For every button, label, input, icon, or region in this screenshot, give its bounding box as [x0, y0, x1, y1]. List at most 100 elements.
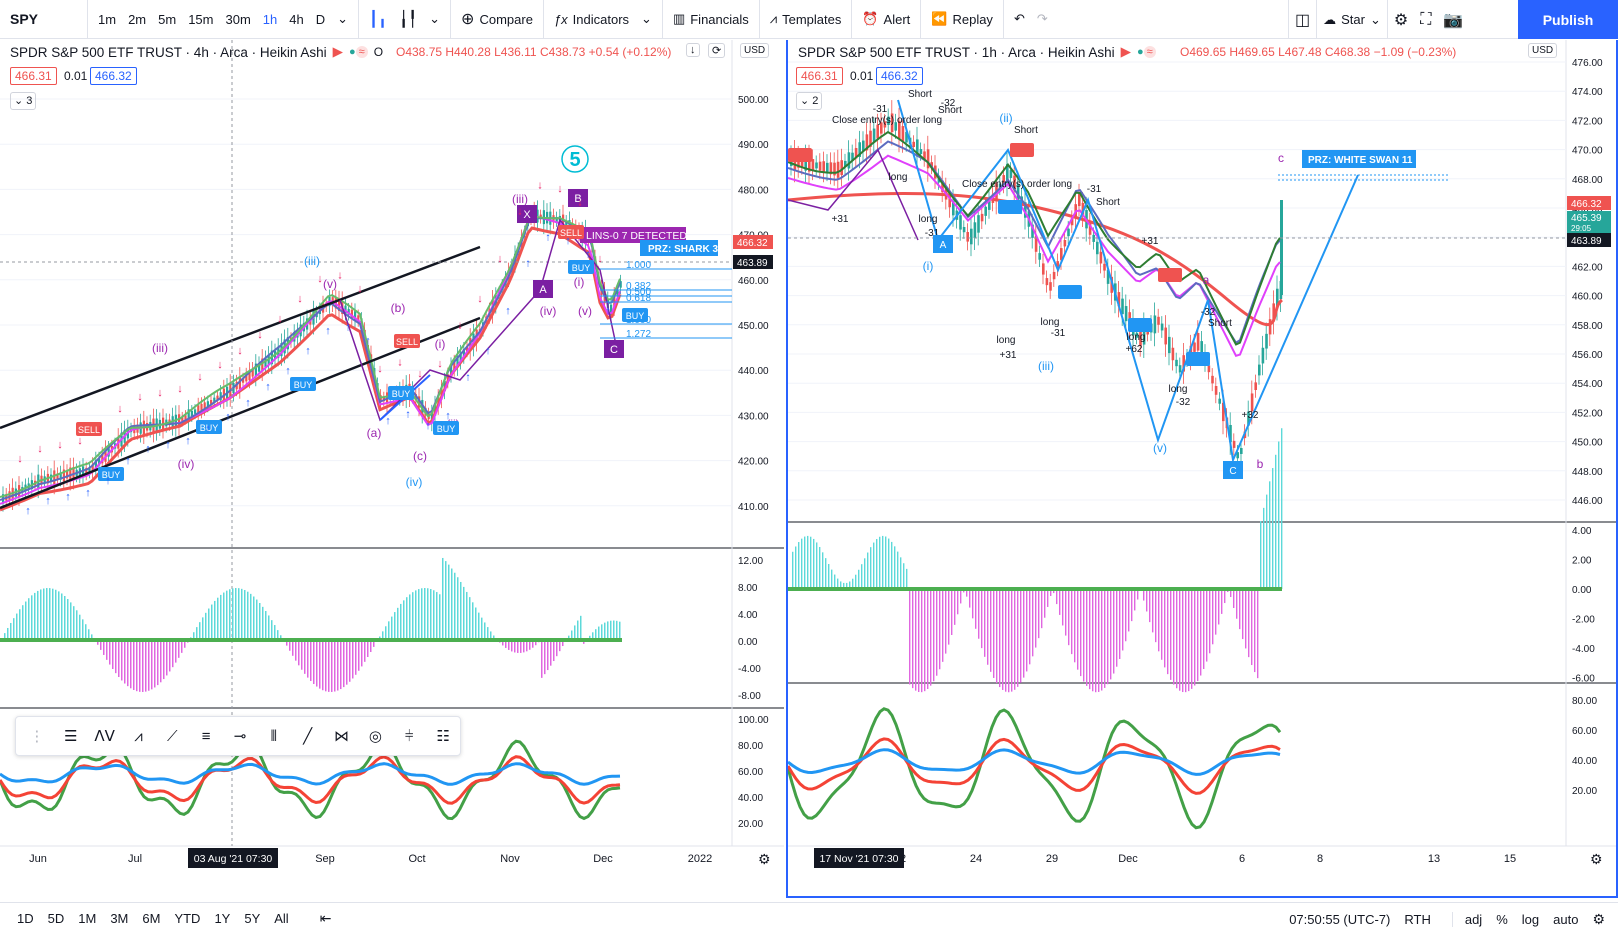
- buy-arrow-icon: ↑: [465, 372, 471, 384]
- right-chart-canvas[interactable]: 476.00474.00472.00470.00468.00466.00464.…: [788, 40, 1616, 898]
- macd-bar: [148, 640, 150, 691]
- fullscreen-icon[interactable]: ⛶: [1414, 6, 1437, 34]
- range-ytd[interactable]: YTD: [167, 911, 207, 926]
- candles-icon[interactable]: ╽╿: [393, 5, 423, 33]
- line-tool-icon[interactable]: ╱: [291, 720, 325, 752]
- range-5d[interactable]: 5D: [41, 911, 72, 926]
- candle-body: [902, 126, 905, 141]
- left-scroll-down-icon[interactable]: ↓: [686, 43, 700, 57]
- replay-button[interactable]: ⏪Replay: [925, 5, 999, 33]
- macd-bar: [412, 592, 414, 640]
- interval-5m[interactable]: 5m: [152, 5, 182, 33]
- right-ask-box[interactable]: 466.32: [876, 67, 923, 85]
- chart-type-dropdown-icon[interactable]: ⌄: [423, 5, 446, 33]
- left-sync-icon[interactable]: ⟳: [708, 43, 725, 58]
- price-tag-1: 466.32: [737, 238, 768, 249]
- range-3m[interactable]: 3M: [103, 911, 135, 926]
- interval-dropdown-icon[interactable]: ⌄: [331, 5, 354, 33]
- time-axis-label: 15: [1504, 853, 1516, 865]
- right-bid-box[interactable]: 466.31: [796, 67, 843, 85]
- trend-line-icon[interactable]: ⟋: [155, 720, 189, 752]
- horizontal-ray-icon[interactable]: ⊸: [223, 720, 257, 752]
- auto-toggle[interactable]: auto: [1546, 912, 1585, 927]
- top-toolbar: SPY 1m 2m 5m 15m 30m 1h 4h D ⌄ ┃╻ ╽╿ ⌄ ⊕…: [0, 0, 1618, 39]
- bottom-settings-icon[interactable]: ⚙: [1585, 911, 1612, 928]
- macd-bar: [31, 595, 33, 640]
- session-button[interactable]: RTH: [1397, 912, 1437, 927]
- horizontal-lines-icon[interactable]: ☰: [54, 720, 88, 752]
- candle-body: [822, 161, 825, 172]
- interval-1m[interactable]: 1m: [92, 5, 122, 33]
- left-bid-box[interactable]: 466.31: [10, 67, 57, 85]
- interval-d[interactable]: D: [310, 5, 331, 33]
- adj-toggle[interactable]: adj: [1452, 912, 1489, 927]
- clock-label[interactable]: 07:50:55 (UTC-7): [1282, 912, 1397, 927]
- undo-icon[interactable]: ↶: [1008, 5, 1031, 33]
- left-indicators-collapse[interactable]: ⌄ 3: [10, 92, 36, 110]
- range-1m[interactable]: 1M: [71, 911, 103, 926]
- interval-15m[interactable]: 15m: [182, 5, 219, 33]
- drag-handle-icon[interactable]: ⋮: [20, 720, 54, 752]
- macd-bar: [10, 623, 12, 640]
- indicators-dropdown-icon[interactable]: ⌄: [635, 5, 658, 33]
- interval-1h[interactable]: 1h: [257, 5, 283, 33]
- layout-select[interactable]: ☁Star⌄: [1316, 0, 1388, 39]
- interval-4h[interactable]: 4h: [283, 5, 309, 33]
- pattern-icon[interactable]: ⋈: [325, 720, 359, 752]
- price-axis-label: 468.00: [1572, 175, 1603, 186]
- gann-icon[interactable]: ◎: [358, 720, 392, 752]
- alert-button[interactable]: ⏰Alert: [856, 5, 916, 33]
- channel-icon[interactable]: ⫩: [392, 720, 426, 752]
- interval-30m[interactable]: 30m: [219, 5, 256, 33]
- macd-bar: [1281, 428, 1282, 589]
- templates-group: ⩘Templates: [760, 0, 853, 39]
- redo-icon[interactable]: ↷: [1031, 5, 1054, 33]
- range-1y[interactable]: 1Y: [207, 911, 237, 926]
- bars-icon[interactable]: ┃╻: [363, 5, 393, 33]
- fib-channel-icon[interactable]: ☷: [426, 720, 460, 752]
- candle-body: [1053, 272, 1056, 279]
- buy-arrow-icon: ↑: [265, 381, 271, 393]
- price-axis-label: 446.00: [1572, 496, 1603, 507]
- macd-bar: [475, 608, 477, 640]
- left-currency-select[interactable]: USD: [740, 43, 769, 58]
- layout-icon[interactable]: ◫: [1289, 6, 1316, 34]
- macd-bar: [1224, 589, 1225, 603]
- range-5y[interactable]: 5Y: [237, 911, 267, 926]
- symbol-search[interactable]: SPY: [0, 0, 88, 39]
- macd-axis-label: 2.00: [1572, 556, 1592, 567]
- right-chart-pane[interactable]: 476.00474.00472.00470.00468.00466.00464.…: [786, 40, 1618, 898]
- left-ask-box[interactable]: 466.32: [90, 67, 137, 85]
- elliott-wave-icon[interactable]: ⩘: [122, 720, 156, 752]
- templates-button[interactable]: ⩘Templates: [764, 5, 848, 33]
- vertical-lines-icon[interactable]: ⦀: [257, 720, 291, 752]
- fib-icon[interactable]: ≡: [189, 720, 223, 752]
- right-indicators-collapse[interactable]: ⌄ 2: [796, 92, 822, 110]
- percent-toggle[interactable]: %: [1489, 912, 1515, 927]
- publish-button[interactable]: Publish: [1518, 0, 1618, 39]
- range-all[interactable]: All: [267, 911, 295, 926]
- right-currency-select[interactable]: USD: [1528, 43, 1557, 58]
- camera-icon[interactable]: 📷: [1437, 6, 1469, 34]
- macd-bar: [178, 640, 180, 658]
- left-chart-canvas[interactable]: 500.00490.00480.00470.00460.00450.00440.…: [0, 40, 784, 898]
- goto-date-icon[interactable]: ⇤: [320, 910, 332, 927]
- left-close: C438.73: [540, 45, 585, 59]
- macd-bar: [139, 640, 141, 692]
- compare-button[interactable]: ⊕Compare: [455, 5, 539, 33]
- financials-button[interactable]: ▥Financials: [667, 5, 755, 33]
- range-1d[interactable]: 1D: [10, 911, 41, 926]
- right-high: H469.65: [1229, 45, 1274, 59]
- interval-2m[interactable]: 2m: [122, 5, 152, 33]
- macd-bar: [1071, 589, 1072, 654]
- macd-bar: [409, 594, 411, 640]
- sell-arrow-icon: ↓: [577, 196, 583, 208]
- left-chart-pane[interactable]: 500.00490.00480.00470.00460.00450.00440.…: [0, 40, 784, 898]
- log-toggle[interactable]: log: [1515, 912, 1546, 927]
- sell-arrow-icon: ↓: [17, 453, 23, 465]
- abcd-pattern-icon[interactable]: ᐱᐯ: [88, 720, 122, 752]
- gear-icon[interactable]: ⚙: [1388, 6, 1414, 34]
- range-6m[interactable]: 6M: [135, 911, 167, 926]
- macd-bar: [1239, 589, 1240, 629]
